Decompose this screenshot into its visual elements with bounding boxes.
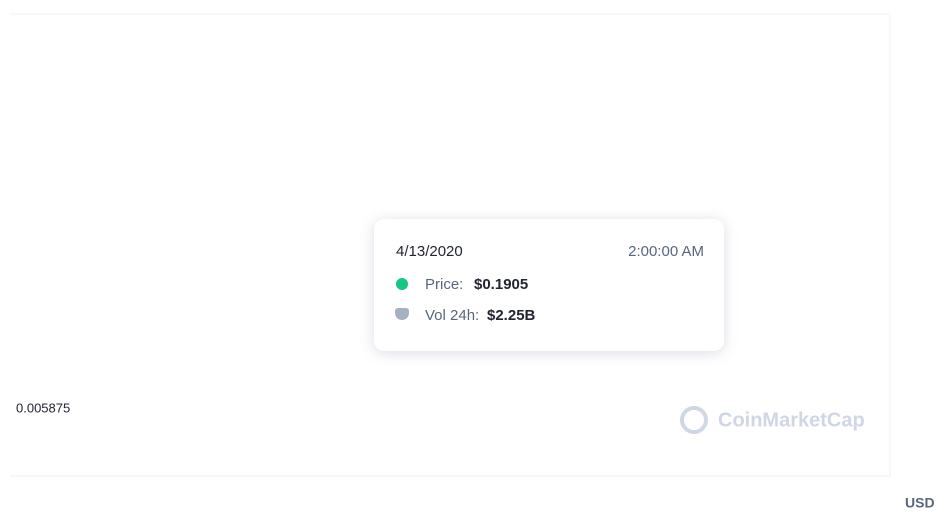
volume-label: Vol 24h: xyxy=(425,307,480,324)
price-icon xyxy=(396,278,408,290)
price-value: $0.1905 xyxy=(474,276,529,293)
price-label: Price: xyxy=(425,276,464,293)
currency: USD xyxy=(905,495,935,511)
volume-value: $2.25B xyxy=(487,307,536,324)
volume-icon xyxy=(395,308,409,320)
watermark: CoinMarketCap xyxy=(718,409,865,431)
low-label: 0.005875 xyxy=(16,400,70,415)
watermark-logo xyxy=(680,406,708,434)
tooltip: 4/13/2020 2:00:00 AM Price: $0.1905 Vol … xyxy=(374,219,724,351)
tooltip-date: 4/13/2020 xyxy=(396,243,463,260)
tooltip-time: 2:00:00 AM xyxy=(628,243,704,260)
